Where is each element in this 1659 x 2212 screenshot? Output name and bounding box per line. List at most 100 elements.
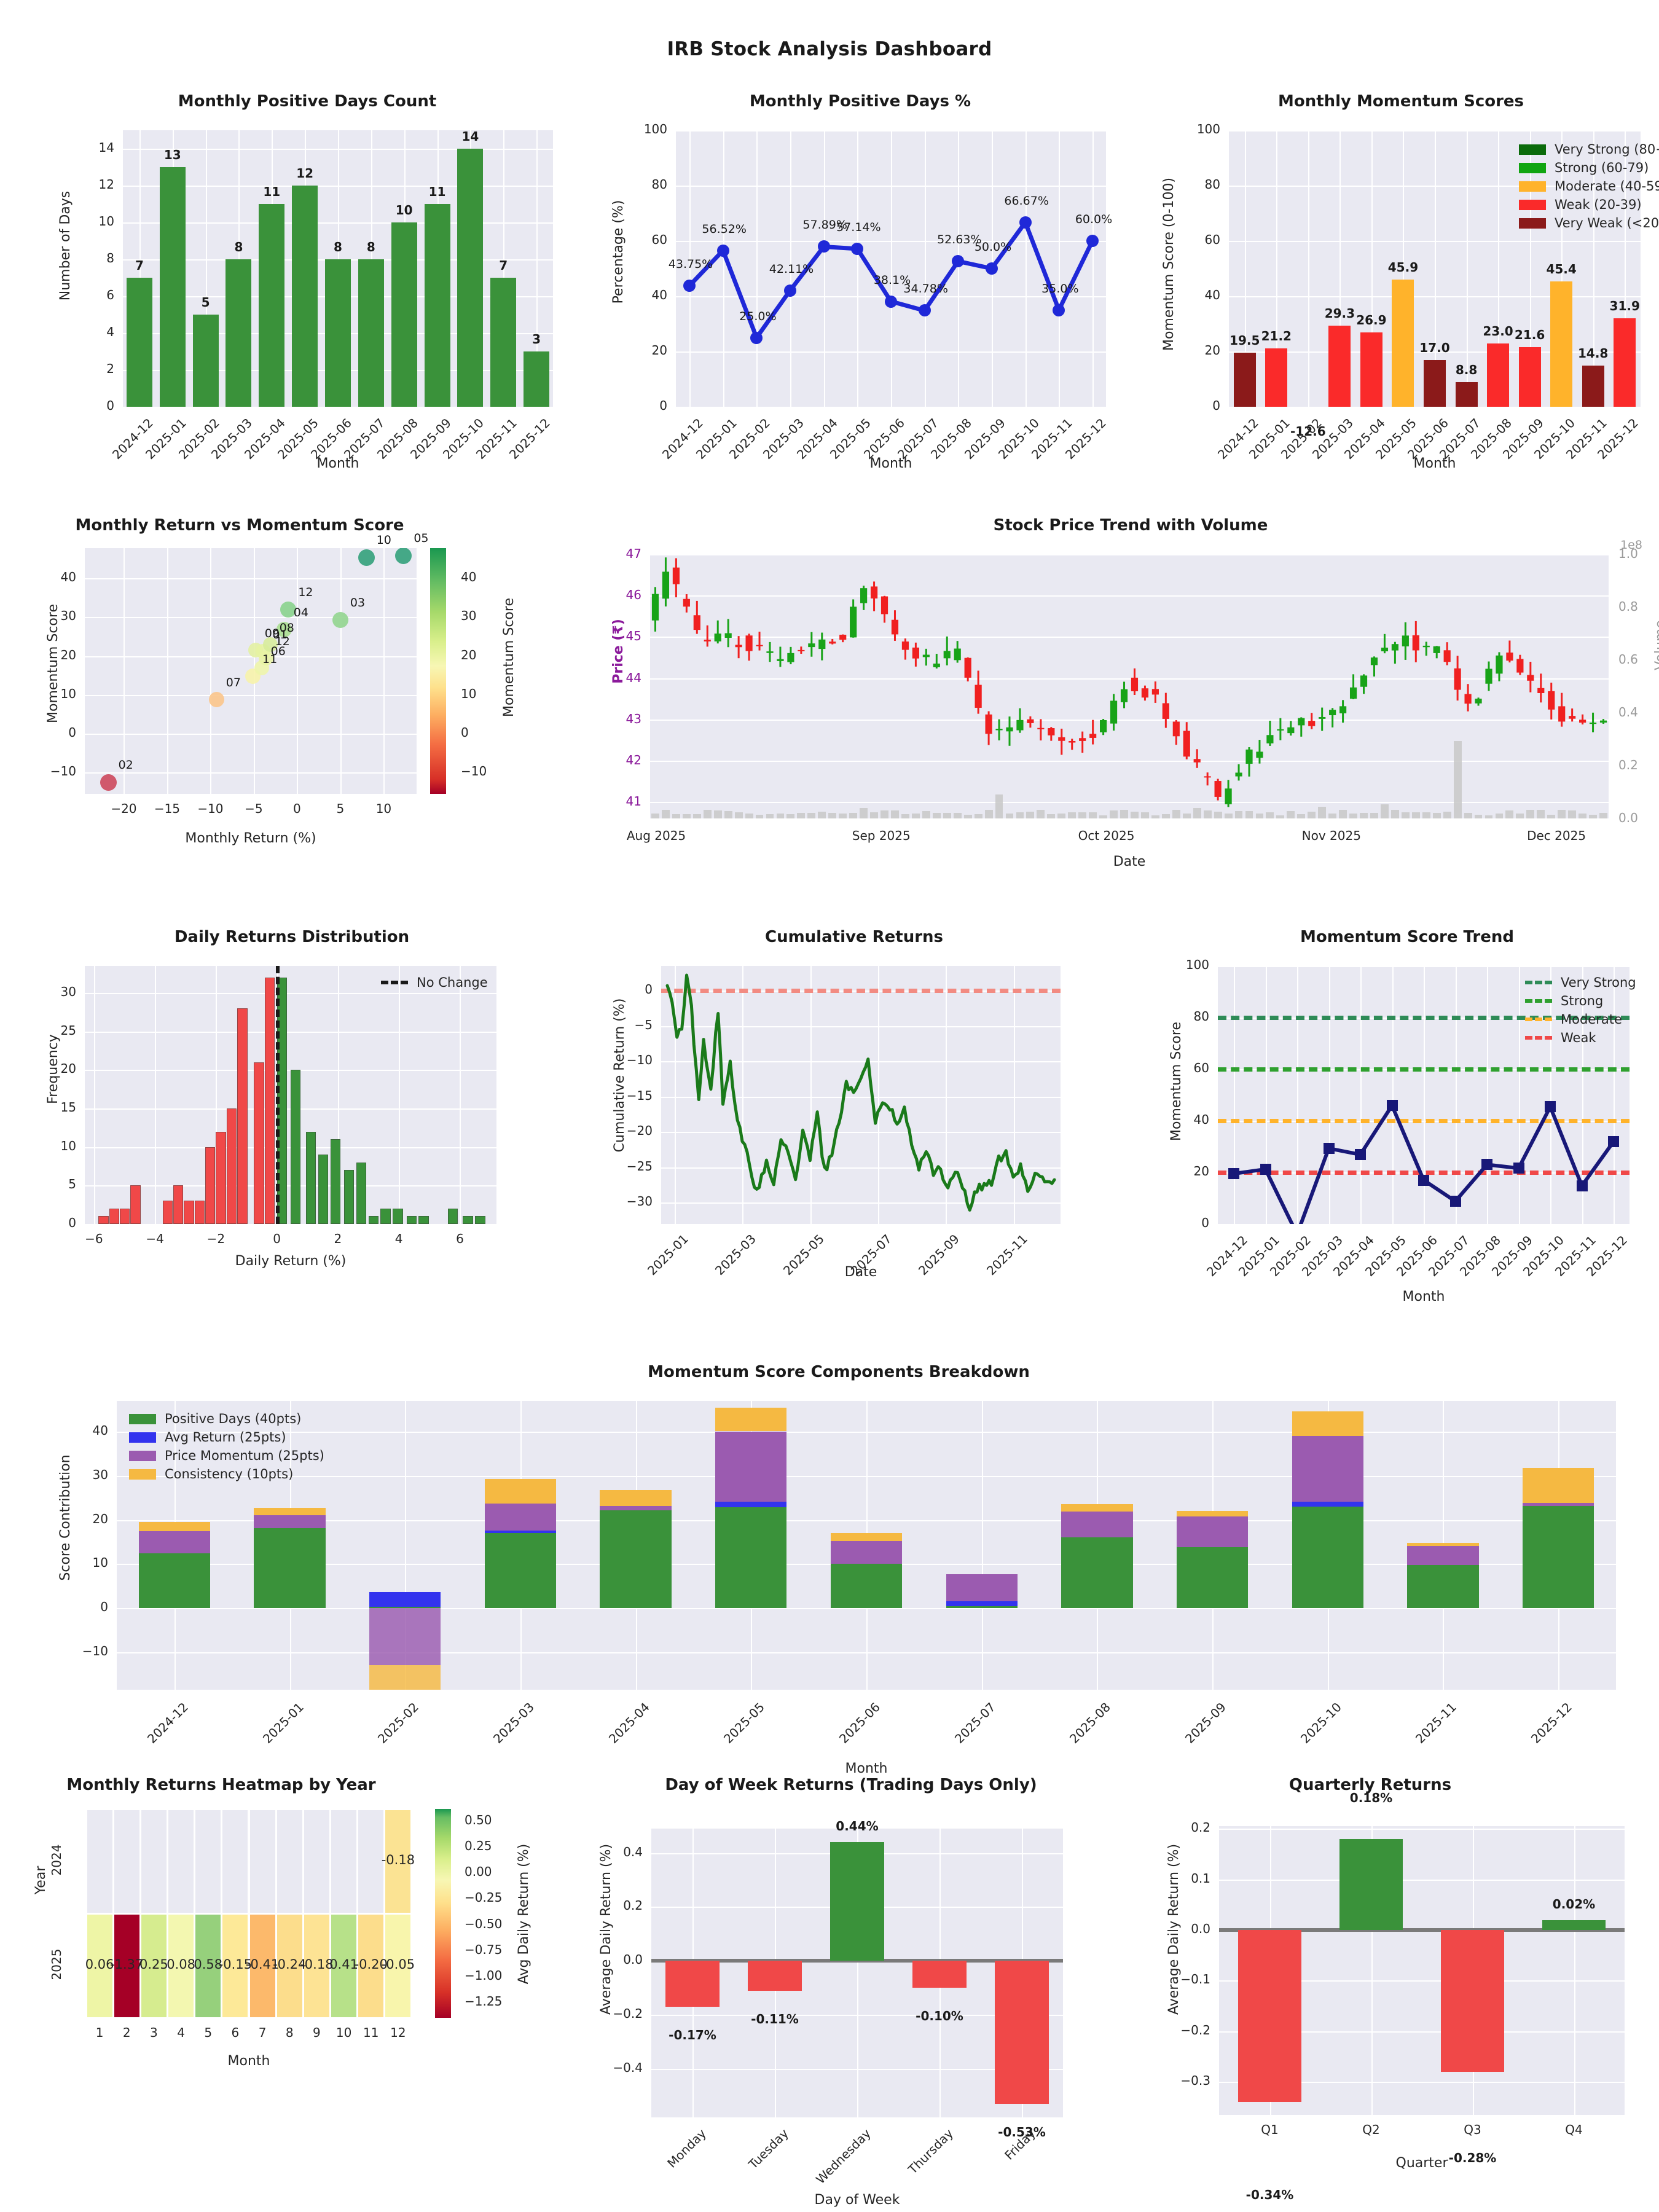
data-point-marker[interactable]	[1481, 1159, 1492, 1171]
scatter-point[interactable]	[280, 602, 297, 618]
bar[interactable]	[830, 1841, 885, 1961]
heatmap-cell[interactable]	[141, 1914, 167, 2017]
stacked-segment[interactable]	[1292, 1507, 1363, 1609]
bar[interactable]	[457, 149, 484, 407]
data-point-marker[interactable]	[1386, 1100, 1398, 1112]
bar[interactable]	[1423, 359, 1446, 407]
bar[interactable]	[325, 259, 351, 407]
bar[interactable]	[358, 259, 384, 407]
stacked-segment[interactable]	[1407, 1564, 1479, 1609]
bar[interactable]	[1392, 280, 1414, 407]
stacked-segment[interactable]	[484, 1532, 557, 1609]
bar[interactable]	[226, 259, 252, 407]
stacked-segment[interactable]	[369, 1607, 441, 1609]
bar[interactable]	[1233, 353, 1256, 407]
bar[interactable]	[192, 315, 219, 407]
stacked-segment[interactable]	[715, 1431, 787, 1502]
heatmap-cell[interactable]	[195, 1914, 221, 2017]
data-point[interactable]	[1019, 216, 1032, 229]
stacked-segment[interactable]	[830, 1533, 903, 1542]
stacked-segment[interactable]	[254, 1528, 326, 1609]
bar[interactable]	[1550, 281, 1573, 407]
stacked-segment[interactable]	[369, 1592, 441, 1607]
data-point[interactable]	[750, 331, 763, 344]
stacked-segment[interactable]	[1522, 1468, 1594, 1503]
heatmap-cell[interactable]	[87, 1810, 112, 1913]
data-point-marker[interactable]	[1260, 1163, 1271, 1175]
heatmap-cell[interactable]	[331, 1914, 357, 2017]
scatter-point[interactable]	[100, 774, 117, 791]
heatmap-cell[interactable]	[168, 1914, 194, 2017]
bar[interactable]	[259, 204, 285, 407]
stacked-segment[interactable]	[946, 1574, 1018, 1602]
data-point-marker[interactable]	[1323, 1142, 1335, 1154]
data-point-marker[interactable]	[1608, 1136, 1619, 1148]
stacked-segment[interactable]	[138, 1553, 211, 1609]
stacked-segment[interactable]	[715, 1502, 787, 1507]
data-point-marker[interactable]	[1228, 1168, 1239, 1180]
stacked-segment[interactable]	[1176, 1547, 1249, 1609]
heatmap-cell[interactable]	[249, 1914, 275, 2017]
data-point[interactable]	[1053, 304, 1065, 316]
data-point-marker[interactable]	[1513, 1163, 1524, 1174]
data-point[interactable]	[851, 242, 864, 255]
heatmap-cell[interactable]	[358, 1810, 384, 1913]
scatter-point[interactable]	[208, 691, 224, 707]
data-point-marker[interactable]	[1418, 1174, 1429, 1186]
heatmap-cell[interactable]	[358, 1914, 384, 2017]
stacked-segment[interactable]	[600, 1510, 672, 1609]
bar[interactable]	[1582, 366, 1604, 407]
stacked-segment[interactable]	[369, 1608, 441, 1665]
stacked-segment[interactable]	[1061, 1504, 1133, 1512]
heatmap-cell[interactable]	[141, 1810, 167, 1913]
stacked-segment[interactable]	[138, 1531, 211, 1553]
stacked-segment[interactable]	[369, 1665, 441, 1690]
heatmap-cell[interactable]	[276, 1810, 302, 1913]
stacked-segment[interactable]	[1176, 1516, 1249, 1547]
stacked-segment[interactable]	[600, 1489, 672, 1506]
bar[interactable]	[524, 351, 550, 407]
bar[interactable]	[1339, 1838, 1403, 1931]
stacked-segment[interactable]	[1522, 1502, 1594, 1506]
scatter-point[interactable]	[258, 650, 273, 665]
data-point[interactable]	[1086, 235, 1099, 247]
data-point[interactable]	[683, 280, 696, 292]
stacked-segment[interactable]	[1061, 1537, 1133, 1609]
heatmap-cell[interactable]	[114, 1914, 139, 2017]
stacked-segment[interactable]	[1292, 1436, 1363, 1502]
heatmap-cell[interactable]	[195, 1810, 221, 1913]
bar[interactable]	[292, 186, 318, 407]
stacked-segment[interactable]	[1407, 1546, 1479, 1565]
bar[interactable]	[1360, 332, 1382, 407]
bar[interactable]	[1542, 1920, 1606, 1931]
heatmap-cell[interactable]	[249, 1810, 275, 1913]
data-point-marker[interactable]	[1545, 1101, 1556, 1113]
stacked-segment[interactable]	[254, 1515, 326, 1528]
bar[interactable]	[159, 167, 186, 407]
stacked-segment[interactable]	[484, 1479, 557, 1504]
stacked-segment[interactable]	[830, 1541, 903, 1564]
heatmap-cell[interactable]	[331, 1810, 357, 1913]
bar[interactable]	[912, 1961, 967, 1988]
stacked-segment[interactable]	[1522, 1505, 1594, 1609]
data-point[interactable]	[784, 284, 796, 297]
stacked-segment[interactable]	[1292, 1501, 1363, 1507]
bar[interactable]	[1614, 318, 1636, 407]
stacked-segment[interactable]	[484, 1504, 557, 1531]
bar[interactable]	[1238, 1930, 1301, 2103]
scatter-point[interactable]	[358, 549, 375, 566]
heatmap-cell[interactable]	[385, 1810, 411, 1913]
bar[interactable]	[1441, 1930, 1504, 2072]
data-point[interactable]	[716, 244, 729, 257]
scatter-point[interactable]	[262, 637, 278, 652]
heatmap-cell[interactable]	[276, 1914, 302, 2017]
stacked-segment[interactable]	[138, 1521, 211, 1531]
bar[interactable]	[1455, 382, 1478, 407]
bar[interactable]	[1328, 326, 1351, 407]
bar[interactable]	[1265, 348, 1288, 407]
data-point-marker[interactable]	[1449, 1196, 1461, 1207]
stacked-segment[interactable]	[715, 1507, 787, 1609]
scatter-point[interactable]	[276, 621, 292, 637]
data-point[interactable]	[918, 304, 931, 317]
stacked-segment[interactable]	[254, 1507, 326, 1515]
